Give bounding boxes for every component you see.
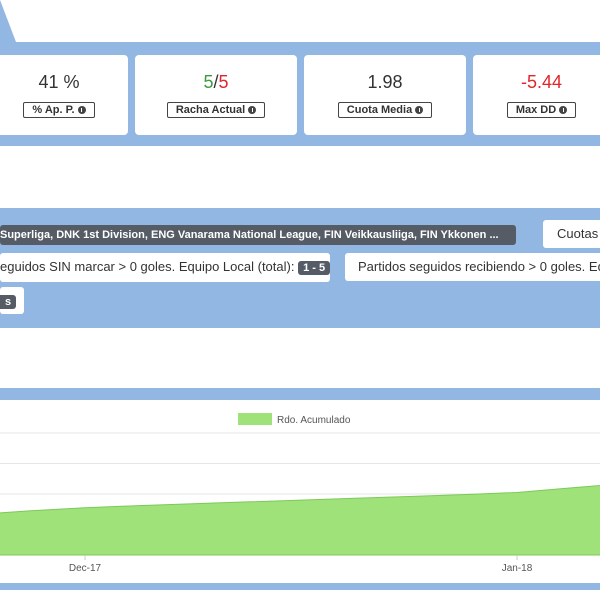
stat-value-part: 41 % [38, 72, 80, 92]
info-icon [415, 106, 424, 114]
stat-value: 5/5 [135, 72, 297, 94]
rule-badge: s [0, 295, 17, 309]
stat-value-part: 5 [203, 72, 214, 92]
stat-value-part: / [213, 72, 219, 92]
legend-label: Rdo. Acumulado [277, 415, 351, 426]
tab [0, 0, 16, 42]
x-tick-label: Dec-17 [69, 563, 102, 574]
rule-badge: 1 - 5 [298, 261, 330, 275]
stat-label-text: Racha Actual [175, 104, 246, 116]
stat-label-text: Max DD [515, 104, 557, 116]
chart-band: Rdo. Acumulado Dec-17 Jan-18 [0, 388, 600, 590]
info-icon [248, 106, 257, 114]
stat-card: 41 % % Ap. P. [0, 55, 128, 135]
stat-value: 1.98 [304, 72, 466, 94]
stat-value-part: 5 [218, 72, 229, 92]
rule-text: Partidos seguidos recibiendo > 0 goles. … [358, 259, 600, 274]
stat-label[interactable]: Cuota Media [337, 102, 433, 118]
odds-box[interactable]: Cuotas [543, 220, 600, 248]
stat-value: 41 % [0, 72, 128, 94]
stat-value-part: 1.98 [367, 72, 403, 92]
filters-band: Superliga, DNK 1st Division, ENG Vanaram… [0, 208, 600, 328]
stat-label-text: Cuota Media [346, 104, 413, 116]
rule-text: eguidos SIN marcar > 0 goles. Equipo Loc… [0, 259, 295, 274]
info-icon [559, 106, 568, 114]
stat-value-part: -5.44 [520, 72, 563, 92]
chart: Rdo. Acumulado Dec-17 Jan-18 [0, 400, 600, 583]
stat-card: 5/5 Racha Actual [135, 55, 297, 135]
stat-label-text: % Ap. P. [32, 104, 75, 116]
stat-card: -5.44 Max DD [473, 55, 600, 135]
odds-text: Cuotas [557, 226, 599, 241]
league-tag[interactable]: Superliga, DNK 1st Division, ENG Vanaram… [0, 225, 516, 245]
area [0, 484, 600, 556]
legend-swatch [238, 413, 272, 425]
league-text: Superliga, DNK 1st Division, ENG Vanaram… [0, 229, 499, 241]
stat-value: -5.44 [473, 72, 600, 94]
stats-band: 41 % % Ap. P. 5/5 Racha Actual 1.98 Cuot… [0, 42, 600, 146]
stat-label[interactable]: % Ap. P. [23, 102, 95, 118]
stat-label[interactable]: Max DD [506, 102, 577, 118]
x-tick-label: Jan-18 [502, 563, 533, 574]
rule-box[interactable]: Partidos seguidos recibiendo > 0 goles. … [345, 253, 600, 281]
info-icon [77, 106, 86, 114]
rule-box[interactable]: eguidos SIN marcar > 0 goles. Equipo Loc… [0, 253, 330, 282]
rule-box[interactable]: s [0, 287, 24, 314]
stat-card: 1.98 Cuota Media [304, 55, 466, 135]
stat-label[interactable]: Racha Actual [166, 102, 266, 118]
